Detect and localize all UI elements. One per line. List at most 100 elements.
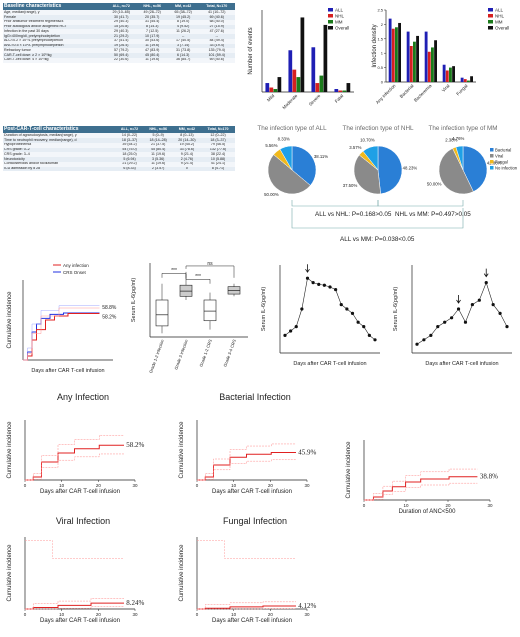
table-cell: Duration of agranulocytosis, median(rang… <box>3 133 116 139</box>
table-cell: 11 (19.6) <box>136 43 168 49</box>
post-car-t-table: Post-CAR-T-cell characteristics ALL, n=72… <box>3 126 235 172</box>
table-cell: 11 (26.2) <box>167 29 199 35</box>
legend-swatch <box>488 8 493 12</box>
table-row: Infection in the past 30 days 29 (40.3) 7 … <box>3 29 235 35</box>
x-tick-label: 20 <box>445 503 451 508</box>
pie-data-label: 2.38% <box>445 138 457 143</box>
table-cell: IgG<400mg/dl, prelymphodepletion <box>3 34 106 39</box>
ci-lower <box>25 453 124 481</box>
il6-point <box>367 333 371 337</box>
sig-bracket <box>185 265 235 278</box>
bar <box>406 31 410 83</box>
y-axis-label: Cumulative incidence <box>179 544 185 602</box>
infection-ci <box>23 307 100 361</box>
bracket <box>291 208 464 229</box>
final-label: 58.8% <box>102 305 117 311</box>
cumulative-line <box>25 602 124 610</box>
y-tick-label: 1.5 <box>377 36 383 41</box>
il6-point <box>350 311 355 315</box>
legend-swatch <box>328 20 333 24</box>
table-cell: 3 (5.36) <box>143 157 173 162</box>
table-cell: 21 (29.2) <box>105 34 137 39</box>
ci-lower <box>364 482 478 501</box>
table-row: ICU admission by d 28 6 (8.33) 2 (3.57) 0 8 … <box>3 166 235 172</box>
il6-point <box>305 276 310 280</box>
table-cell: 49 (28–72) <box>136 10 168 16</box>
bracket <box>291 200 379 207</box>
sig-label: *** <box>171 268 177 274</box>
y-axis-label: Serum IL-6(pg/ml) <box>393 287 399 331</box>
y-axis-label: Cumulative incidence <box>179 421 185 479</box>
table-cell: 11 (19.6) <box>143 161 173 167</box>
y-tick-label: 0 <box>381 80 384 85</box>
legend-swatch <box>328 26 333 30</box>
bar <box>277 77 282 92</box>
table-cell: 19 (45.2) <box>172 142 202 148</box>
arrow-marker <box>456 295 461 304</box>
table-cell: 5 (6.94) <box>115 157 144 162</box>
table-row: CAR-T-cell dose: 4 × 10⁶/kg 22 (30.6) 11 (… <box>3 57 235 63</box>
bar <box>342 90 347 92</box>
legend-label: Overall <box>495 26 509 31</box>
km-viral-infection: Viral Infection Cumulative incidence Days … <box>3 514 163 634</box>
table-cell: 29 (40.3) <box>105 19 137 25</box>
il6-point <box>339 303 343 307</box>
il6-point <box>334 288 338 292</box>
table-cell: 132 (77.6) <box>201 147 235 153</box>
table-cell: Time to neutrophil recovery, median(rang… <box>3 138 116 143</box>
x-axis-label: Duration of ANC<500 <box>399 509 457 515</box>
km-anc-duration: Cumulative incidence Duration of ANC<500 0… <box>342 410 518 525</box>
bar <box>452 66 455 82</box>
pie-data-label: 4.76% <box>452 136 464 141</box>
bar <box>409 46 413 82</box>
table-cell: Prior antitumor treatment regimens≥4 <box>3 19 106 25</box>
table-row: Corticosteroids and/or tocilizumab 21 (29… <box>3 161 235 167</box>
table-cell: Age, median(range), y <box>3 10 106 16</box>
table-row: ANC<0.5 × 10⁹/L prelymphodepletion 19 (26… <box>3 43 235 49</box>
x-tick-label: 10 <box>403 503 409 508</box>
table-cell: 57 (79.2) <box>105 48 137 54</box>
y-tick-label: 2.5 <box>377 8 383 13</box>
table-cell: 65 (38–72) <box>167 10 199 16</box>
table-cell: 20 (14–30) <box>172 138 202 143</box>
x-tick-label: 30 <box>132 483 138 488</box>
table-cell: 45 (80.4) <box>143 147 173 153</box>
table-row: CRS grade: 3–4 18 (25.0) 11 (19.6) 9 (21.4)… <box>3 152 235 158</box>
il6-point <box>362 325 366 329</box>
y-tick-label: 0.5 <box>377 65 383 70</box>
final-label: 8.24% <box>126 599 144 607</box>
bar <box>413 41 416 82</box>
km-any-infection: Any Infection Cumulative incidence Days af… <box>3 390 163 505</box>
comparison-all-mm: ALL vs MM: P=0.038<0.05 <box>340 236 415 243</box>
table-cell: Prior autologous and/or allogeneic HCT <box>3 24 106 30</box>
cumulative-line <box>197 451 296 481</box>
table-cell: 69 (40.6) <box>198 15 235 20</box>
legend-label: CRS Onset <box>63 270 87 275</box>
table-row: Time to neutrophil recovery, median(rang… <box>3 138 235 143</box>
final-label: 58.2% <box>126 441 144 449</box>
box <box>155 299 169 327</box>
table-cell: 31 (73.8) <box>167 48 199 54</box>
table-cell: ALC<0.2 × 10⁹/L prelymphodepletion <box>3 38 106 44</box>
legend-swatch <box>488 14 493 18</box>
bar <box>434 40 437 82</box>
bar <box>338 90 343 92</box>
x-tick-label: 0 <box>363 503 366 508</box>
pie-data-label: 3.57% <box>349 145 361 150</box>
il6-point <box>505 325 509 329</box>
pie-data-label: 50.00% <box>427 181 442 186</box>
table-cell: 6 (14.3) <box>167 53 199 58</box>
table-cell: 69 (40.6) <box>198 57 235 63</box>
x-tick-label: Moderate <box>281 93 298 110</box>
table-cell: ICU admission by d 28 <box>3 166 116 172</box>
legend-label: ALL <box>335 8 344 13</box>
y-axis-label: Cumulative incidence <box>7 291 13 349</box>
il6-point <box>283 333 287 337</box>
il6-boxplot: Serum IL-6(pg/ml) Grade 1-2 infection Grad… <box>128 255 253 382</box>
table-cell: CAR-T-cell dose: ≥ 2 × 10⁶/kg <box>3 53 106 58</box>
table-row: Prior autologous and/or allogeneic HCT 15… <box>3 24 235 30</box>
legend-label: NHL <box>495 14 504 19</box>
sig-label: ns <box>207 261 213 267</box>
baseline-header-cell: MM, n=42 <box>167 3 199 11</box>
table-row: Age, median(range), y 29 (10–65) 49 (28–72… <box>3 10 235 16</box>
